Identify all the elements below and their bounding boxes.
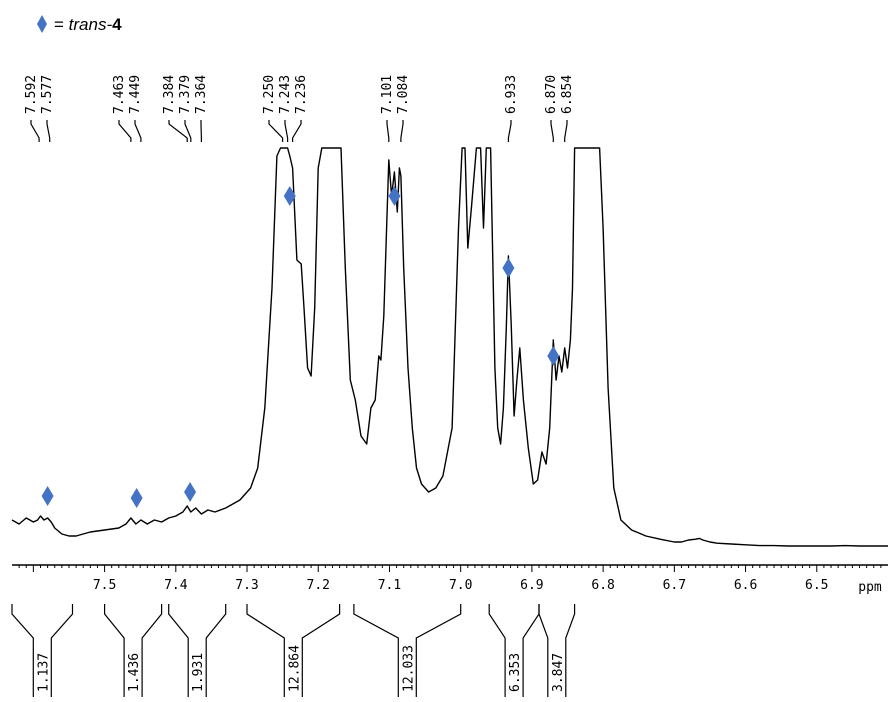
axis-tick-label: 7.5 [93,578,116,593]
peak-label-text: 7.236 [294,75,309,114]
peak-leader-line [551,120,553,142]
integral-value: 12.864 [287,645,302,692]
peak-label: 6.854 [560,75,575,142]
integral-value: 1.137 [36,653,51,692]
peak-label-text: 7.449 [128,75,143,114]
peak-label-text: 7.364 [194,75,209,114]
legend-diamond-marker [37,15,47,33]
axis-tick-label: 7.3 [235,578,258,593]
peak-label: 7.243 [278,75,293,142]
peak-label-text: 6.870 [544,75,559,114]
legend-prefix: = [54,15,69,34]
peak-leader-line [565,120,567,142]
peak-leader-line [185,120,191,142]
integral-value: 3.847 [551,653,566,692]
peak-label-text: 7.101 [380,75,395,114]
axis-tick-label: 7.0 [449,578,472,593]
peak-label-text: 7.084 [396,75,411,114]
peak-label-text: 7.577 [40,75,55,114]
integral: 1.931 [169,604,226,697]
peak-label: 7.236 [293,75,309,142]
axis-tick-label: 6.5 [805,578,828,593]
integral: 12.033 [354,604,461,697]
legend-label: = trans-4 [54,15,122,34]
spectrum [12,148,888,546]
axis-tick-label: 7.1 [378,578,401,593]
peak-label: 7.577 [40,75,55,142]
peak-label: 7.592 [24,75,39,142]
peak-label: 6.870 [544,75,559,142]
axis-unit-label: ppm [858,580,882,595]
integral: 12.864 [247,604,340,697]
peak-label-text: 7.384 [162,75,177,114]
integral: 1.137 [12,604,73,697]
peak-label: 7.084 [396,75,411,142]
integral-value: 1.931 [191,653,206,692]
integral: 6.353 [489,604,539,697]
integral-value: 12.033 [401,645,416,692]
peak-leader-line [508,120,511,142]
peak-label-text: 7.463 [112,75,127,114]
peak-label-text: 7.243 [278,75,293,114]
integral: 3.847 [539,604,575,697]
peak-label-text: 6.854 [560,75,575,114]
axis-tick-label: 6.7 [663,578,686,593]
peak-label: 6.933 [504,75,519,142]
peak-label: 7.101 [380,75,395,142]
peak-leader-line [387,120,389,142]
axis-tick-label: 7.2 [307,578,330,593]
axis-tick-label: 7.4 [164,578,188,593]
peak-label-text: 6.933 [504,75,519,114]
trans4-marker [42,486,54,506]
peak-leader-line [47,120,50,142]
legend-italic-text: trans- [69,15,113,34]
ppm-axis: 7.5 7.4 7.3 7.2 7.1 7.0 6.9 6.8 6.7 6.6 6.5 ppm [12,565,888,595]
peak-leader-line [135,120,141,142]
legend-bold-number: 4 [112,15,122,34]
trans4-marker [184,482,196,502]
peak-leader-line [401,120,403,142]
integral-value: 6.353 [508,653,523,692]
peak-label-text: 7.379 [178,75,193,114]
peak-leader-line [293,120,301,142]
trans4-markers [42,186,560,508]
axis-tick-label: 6.9 [520,578,543,593]
trans4-marker [131,488,143,508]
peak-label-text: 7.250 [262,75,277,114]
axis-tick-label: 6.6 [734,578,757,593]
peak-leader-line [119,120,131,142]
peak-leader-line [285,120,288,142]
integral-value: 1.436 [127,653,142,692]
peak-leader-line [269,120,283,142]
peak-label: 7.449 [128,75,143,142]
peak-leader-line [31,120,39,142]
axis-tick-label: 6.8 [591,578,614,593]
integral: 1.436 [105,604,162,697]
spectrum-trace [12,148,888,546]
peak-label-text: 7.592 [24,75,39,114]
peak-label: 7.364 [194,75,209,142]
legend: = trans-4 [37,15,122,34]
integrals: 1.137 1.436 1.931 12.864 12.033 6.353 3.847 [12,604,575,697]
trans4-marker [502,258,514,278]
